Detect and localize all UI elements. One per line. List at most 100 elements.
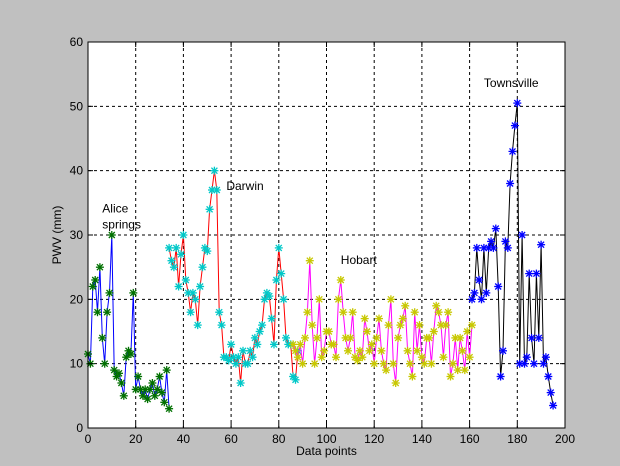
marker-stroke bbox=[392, 379, 400, 387]
data-point bbox=[212, 186, 221, 194]
marker-stroke bbox=[253, 340, 261, 348]
data-point bbox=[427, 359, 436, 368]
data-point bbox=[227, 340, 236, 349]
y-tick-label: 50 bbox=[70, 99, 84, 113]
data-point bbox=[506, 179, 515, 188]
data-point bbox=[243, 359, 252, 368]
marker-stroke bbox=[194, 321, 202, 329]
data-point bbox=[456, 333, 465, 342]
data-point bbox=[346, 333, 355, 342]
data-point bbox=[539, 359, 548, 368]
data-point bbox=[277, 269, 286, 278]
marker-stroke bbox=[110, 366, 118, 374]
y-tick-label: 10 bbox=[70, 357, 84, 371]
data-point bbox=[370, 359, 379, 368]
data-point bbox=[289, 340, 298, 349]
marker-stroke bbox=[544, 373, 552, 380]
marker-stroke bbox=[389, 360, 397, 368]
marker-stroke bbox=[165, 405, 173, 413]
marker-stroke bbox=[187, 308, 195, 316]
marker-stroke bbox=[177, 250, 185, 258]
marker-stroke bbox=[449, 360, 457, 368]
data-point bbox=[253, 340, 262, 349]
marker-stroke bbox=[518, 231, 526, 239]
data-point bbox=[448, 359, 457, 368]
data-point bbox=[160, 398, 169, 407]
data-point bbox=[198, 263, 207, 272]
series-2 bbox=[165, 166, 302, 387]
marker-stroke bbox=[151, 392, 159, 400]
data-point bbox=[348, 308, 357, 317]
data-point bbox=[336, 276, 345, 284]
data-point bbox=[255, 327, 264, 336]
data-point bbox=[379, 359, 388, 368]
marker-stroke bbox=[306, 257, 314, 265]
marker-stroke bbox=[246, 347, 254, 355]
data-point bbox=[196, 282, 205, 291]
annotation-label: springs bbox=[102, 218, 141, 232]
marker-stroke bbox=[444, 308, 452, 316]
data-point bbox=[270, 340, 278, 349]
marker-stroke bbox=[416, 321, 423, 329]
marker-stroke bbox=[430, 328, 438, 335]
marker-stroke bbox=[115, 369, 123, 377]
data-point bbox=[401, 301, 410, 310]
data-point bbox=[186, 308, 195, 317]
data-point bbox=[365, 346, 374, 355]
x-tick-label: 40 bbox=[177, 432, 191, 446]
marker-stroke bbox=[146, 385, 154, 393]
y-tick-label: 40 bbox=[70, 164, 84, 178]
data-point bbox=[477, 295, 486, 304]
marker-stroke bbox=[394, 334, 402, 342]
data-point bbox=[360, 314, 369, 323]
data-point bbox=[384, 321, 393, 330]
marker-stroke bbox=[387, 295, 395, 303]
marker-stroke bbox=[289, 340, 297, 348]
x-tick-label: 120 bbox=[364, 432, 384, 446]
marker-stroke bbox=[466, 353, 474, 361]
data-point bbox=[217, 321, 226, 330]
data-point bbox=[103, 308, 112, 317]
data-point bbox=[117, 379, 126, 387]
x-tick-label: 140 bbox=[412, 432, 432, 446]
data-point bbox=[413, 346, 422, 355]
data-point bbox=[279, 295, 288, 304]
data-point bbox=[494, 282, 503, 291]
data-point bbox=[98, 333, 107, 342]
data-point bbox=[100, 359, 109, 368]
marker-stroke bbox=[537, 241, 545, 249]
data-point bbox=[470, 288, 479, 297]
data-point bbox=[541, 353, 550, 362]
marker-stroke bbox=[163, 366, 171, 374]
marker-stroke bbox=[129, 289, 137, 297]
marker-stroke bbox=[218, 321, 226, 329]
marker-stroke bbox=[303, 308, 311, 316]
x-tick-label: 160 bbox=[460, 432, 480, 446]
data-point bbox=[234, 353, 243, 362]
marker-stroke bbox=[497, 373, 505, 380]
marker-stroke bbox=[234, 353, 242, 361]
marker-stroke bbox=[320, 347, 328, 355]
data-point bbox=[513, 99, 522, 108]
marker-stroke bbox=[227, 340, 235, 348]
data-point bbox=[291, 346, 300, 355]
marker-stroke bbox=[282, 334, 290, 342]
data-point bbox=[301, 333, 309, 342]
marker-stroke bbox=[153, 385, 161, 393]
marker-stroke bbox=[277, 270, 285, 278]
data-point bbox=[491, 224, 500, 233]
marker-stroke bbox=[499, 347, 507, 355]
marker-stroke bbox=[549, 402, 557, 409]
marker-stroke bbox=[258, 321, 266, 329]
x-tick-label: 20 bbox=[129, 432, 143, 446]
data-point bbox=[496, 372, 505, 381]
data-point bbox=[272, 276, 281, 284]
marker-stroke bbox=[251, 334, 259, 342]
data-point bbox=[508, 147, 517, 156]
marker-stroke bbox=[237, 379, 245, 387]
marker-stroke bbox=[101, 360, 109, 368]
y-axis-label: PWV (mm) bbox=[50, 206, 64, 265]
marker-stroke bbox=[368, 340, 376, 348]
marker-stroke bbox=[272, 276, 280, 284]
data-point bbox=[317, 353, 326, 362]
